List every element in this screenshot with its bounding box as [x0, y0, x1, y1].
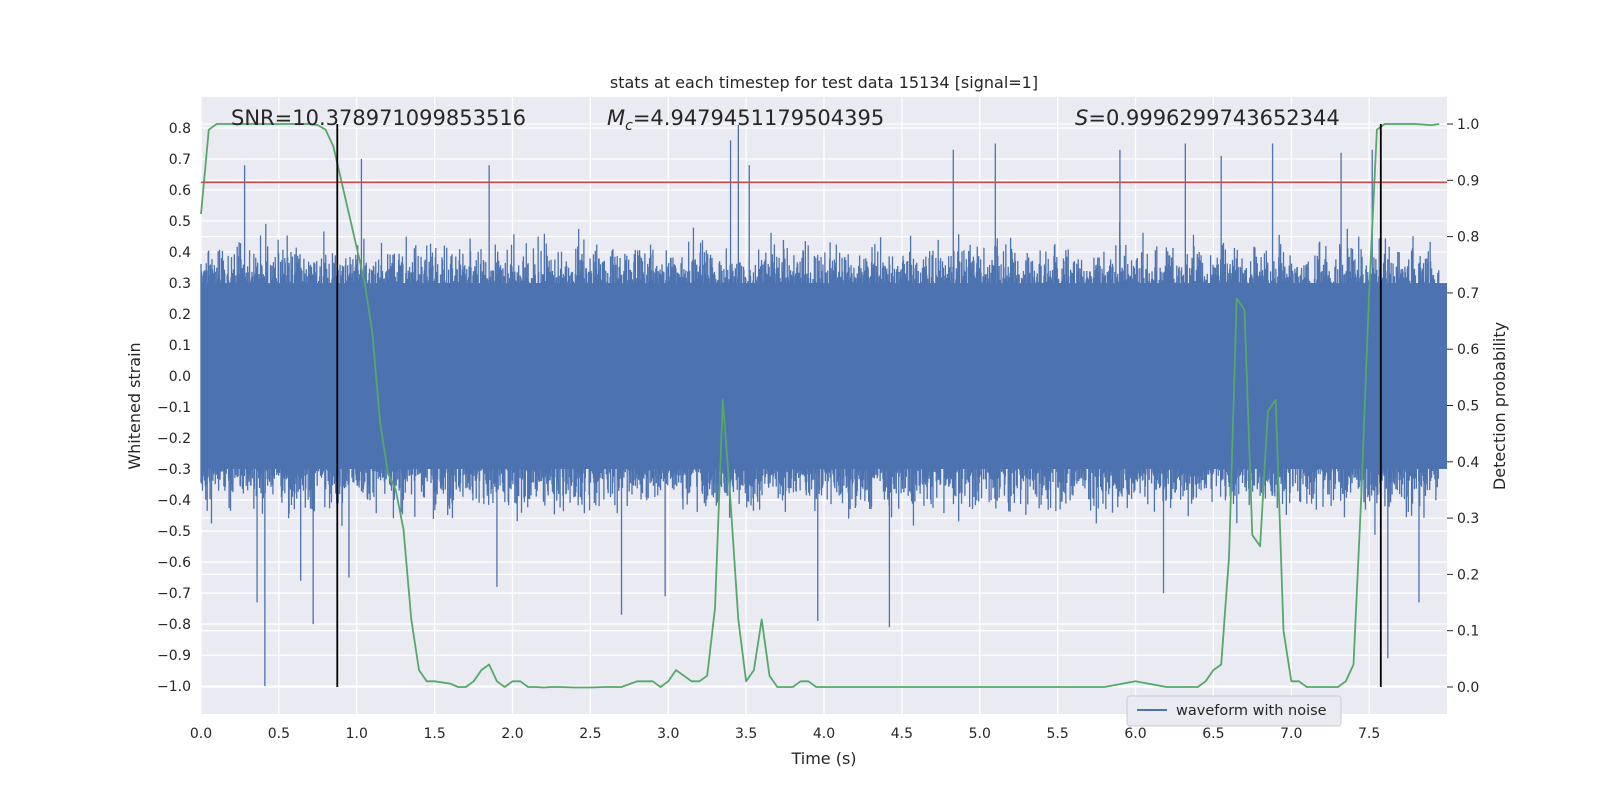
- tick-labels: 0.0 0.5 1.0 1.5 2.0 2.5 3.0 3.5 4.0 4.5 5.0 5.5 6.0 6…: [157, 117, 1479, 742]
- x-tick-label: 0.0: [190, 726, 212, 742]
- y-left-tick-label: −0.5: [157, 524, 191, 540]
- y-right-tick-label: 0.2: [1457, 567, 1479, 583]
- y-left-tick-label: 0.1: [169, 338, 191, 354]
- x-tick-label: 2.5: [579, 726, 601, 742]
- y-right-tick-label: 0.5: [1457, 399, 1479, 415]
- y-left-tick-label: −0.8: [157, 617, 191, 633]
- y-left-tick-label: −0.2: [157, 431, 191, 447]
- x-tick-label: 0.5: [268, 726, 290, 742]
- x-tick-label: 3.0: [657, 726, 679, 742]
- x-tick-label: 6.0: [1124, 726, 1146, 742]
- chirp-mass-symbol: M: [607, 106, 625, 130]
- y-right-tick-label: 0.0: [1457, 680, 1479, 696]
- y-right-tick-label: 0.7: [1457, 286, 1479, 302]
- y-left-tick-label: 0.4: [169, 245, 191, 261]
- x-tick-label: 4.5: [891, 726, 913, 742]
- y-left-tick-label: 0.0: [169, 369, 191, 385]
- y-left-tick-label: −0.3: [157, 462, 191, 478]
- probability-line: [200, 123, 1440, 689]
- score-symbol: S: [1075, 106, 1088, 130]
- chirp-mass-annotation: Mc=4.9479451179504395: [607, 106, 884, 134]
- y-left-tick-label: 0.5: [169, 214, 191, 230]
- y-axis-left-label: Whitened strain: [125, 342, 144, 469]
- y-right-tick-label: 0.6: [1457, 342, 1479, 358]
- x-tick-label: 2.0: [501, 726, 523, 742]
- y-left-tick-label: −0.1: [157, 400, 191, 416]
- y-right-tick-label: 0.8: [1457, 230, 1479, 246]
- x-tick-label: 6.5: [1202, 726, 1224, 742]
- x-tick-label: 5.5: [1046, 726, 1068, 742]
- x-tick-label: 3.5: [735, 726, 757, 742]
- chirp-mass-value: =4.9479451179504395: [633, 106, 884, 130]
- y-left-tick-label: 0.6: [169, 183, 191, 199]
- chart-title: stats at each timestep for test data 151…: [610, 73, 1038, 92]
- x-axis-label: Time (s): [790, 749, 856, 768]
- y-right-tick-label: 1.0: [1457, 117, 1479, 133]
- waveform-line: [200, 124, 1440, 687]
- x-tick-label: 7.0: [1280, 726, 1302, 742]
- score-annotation: S=0.9996299743652344: [1075, 106, 1340, 130]
- y-right-tick-label: 0.4: [1457, 455, 1479, 471]
- x-tick-label: 7.5: [1358, 726, 1380, 742]
- legend-label-waveform: waveform with noise: [1176, 703, 1327, 719]
- y-left-tick-label: 0.7: [169, 152, 191, 168]
- x-tick-label: 1.0: [346, 726, 368, 742]
- y-right-tick-label: 0.1: [1457, 624, 1479, 640]
- y-left-tick-label: 0.3: [169, 276, 191, 292]
- y-left-tick-label: 0.2: [169, 307, 191, 323]
- probability-series: [200, 123, 1440, 689]
- waveform-series: [200, 124, 1447, 687]
- y-left-tick-label: −0.9: [157, 648, 191, 664]
- y-axis-right-label: Detection probability: [1490, 322, 1509, 490]
- legend: waveform with noise: [1126, 695, 1342, 727]
- y-right-tick-label: 0.3: [1457, 511, 1479, 527]
- overlay-lines: [201, 124, 1447, 687]
- chirp-mass-subscript: c: [625, 118, 633, 134]
- y-left-tick-label: 0.8: [169, 121, 191, 137]
- score-value: =0.9996299743652344: [1088, 106, 1339, 130]
- y-left-tick-label: −0.7: [157, 586, 191, 602]
- x-tick-label: 4.0: [813, 726, 835, 742]
- legend-box: [1126, 695, 1342, 727]
- snr-annotation: SNR=10.378971099853516: [231, 106, 526, 130]
- x-tick-label: 5.0: [969, 726, 991, 742]
- y-left-tick-label: −0.4: [157, 493, 191, 509]
- y-left-tick-label: −1.0: [157, 679, 191, 695]
- y-right-tick-label: 0.9: [1457, 173, 1479, 189]
- y-left-tick-label: −0.6: [157, 555, 191, 571]
- x-tick-label: 1.5: [423, 726, 445, 742]
